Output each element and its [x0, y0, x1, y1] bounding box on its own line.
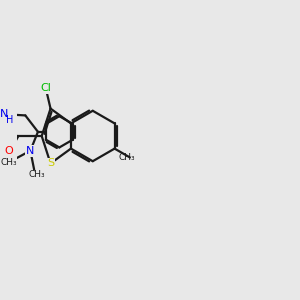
Text: CH₃: CH₃	[118, 153, 135, 162]
Text: CH₃: CH₃	[1, 158, 17, 167]
Text: Cl: Cl	[41, 83, 52, 93]
Text: N: N	[26, 146, 34, 156]
Text: O: O	[4, 146, 13, 156]
Text: H: H	[6, 115, 14, 125]
Text: N: N	[0, 109, 8, 119]
Text: S: S	[47, 158, 54, 168]
Text: CH₃: CH₃	[28, 170, 45, 179]
